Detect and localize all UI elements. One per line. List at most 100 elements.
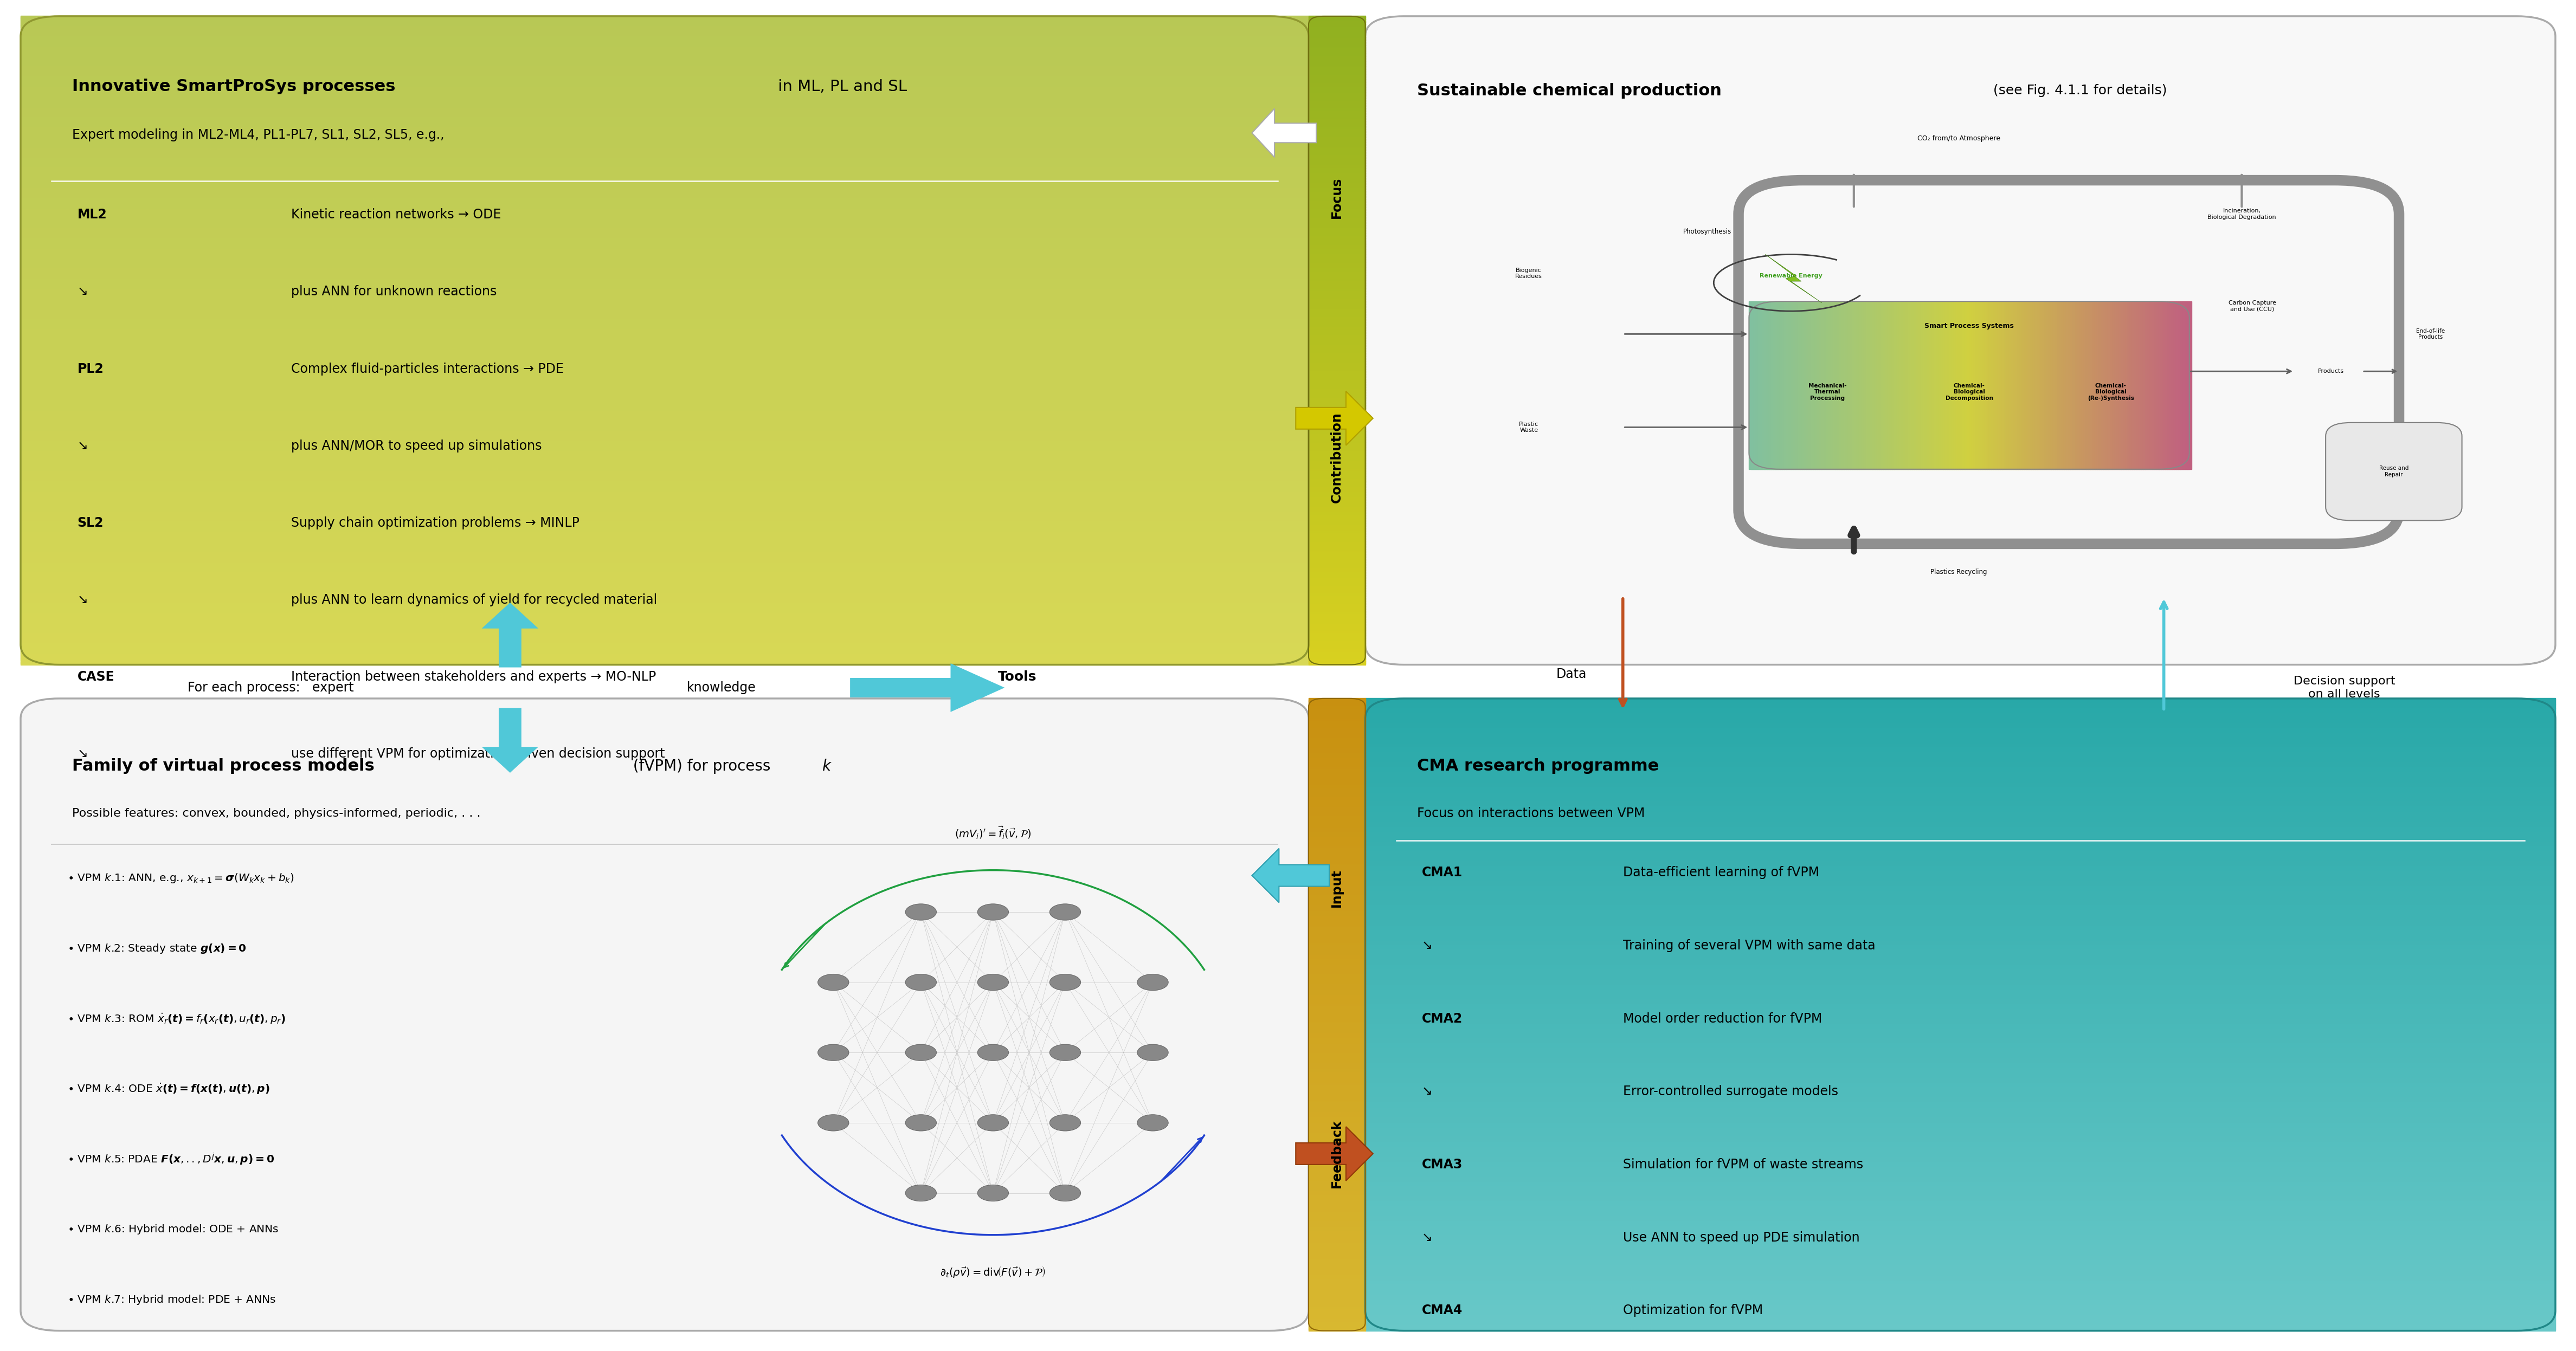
- Bar: [21, 176, 1309, 177]
- Bar: [1309, 1216, 1365, 1219]
- Bar: [21, 553, 1309, 554]
- Bar: [1309, 538, 1365, 540]
- Bar: [1309, 1212, 1365, 1213]
- Bar: [21, 86, 1309, 89]
- Bar: [1365, 739, 2555, 742]
- Bar: [1365, 867, 2555, 869]
- Bar: [1365, 890, 2555, 892]
- Bar: [1309, 82, 1365, 84]
- Bar: [1309, 1175, 1365, 1178]
- Bar: [21, 389, 1309, 390]
- Bar: [1793, 301, 1798, 469]
- Bar: [1309, 89, 1365, 91]
- Bar: [1309, 216, 1365, 219]
- Bar: [1309, 576, 1365, 577]
- Bar: [21, 407, 1309, 409]
- Bar: [21, 239, 1309, 240]
- Bar: [1924, 301, 1929, 469]
- Bar: [2166, 301, 2172, 469]
- Bar: [1309, 378, 1365, 381]
- Bar: [1309, 1017, 1365, 1020]
- Bar: [1309, 643, 1365, 646]
- Bar: [1309, 1056, 1365, 1059]
- Bar: [2079, 301, 2084, 469]
- Bar: [21, 376, 1309, 378]
- Bar: [1309, 1325, 1365, 1328]
- Bar: [21, 565, 1309, 566]
- Bar: [1309, 415, 1365, 416]
- Bar: [21, 89, 1309, 92]
- Bar: [1365, 1001, 2555, 1004]
- Bar: [1309, 1167, 1365, 1170]
- Bar: [21, 84, 1309, 86]
- Bar: [21, 582, 1309, 584]
- Bar: [21, 482, 1309, 485]
- Bar: [1309, 1204, 1365, 1206]
- Bar: [1365, 1101, 2555, 1104]
- Text: For each process:   expert: For each process: expert: [188, 681, 353, 694]
- Bar: [1365, 917, 2555, 920]
- Bar: [1365, 913, 2555, 915]
- Bar: [21, 219, 1309, 222]
- Bar: [1309, 1140, 1365, 1143]
- Bar: [21, 576, 1309, 578]
- Bar: [1965, 301, 1971, 469]
- Bar: [1365, 1019, 2555, 1021]
- Bar: [21, 49, 1309, 51]
- Bar: [2164, 301, 2169, 469]
- Bar: [1309, 1012, 1365, 1015]
- Bar: [1309, 1278, 1365, 1281]
- Bar: [1309, 240, 1365, 243]
- Bar: [21, 230, 1309, 231]
- Text: Contribution: Contribution: [1329, 412, 1345, 503]
- Bar: [1309, 273, 1365, 276]
- Bar: [1309, 1244, 1365, 1247]
- Bar: [21, 235, 1309, 236]
- Text: Focus: Focus: [1329, 177, 1345, 219]
- Bar: [21, 261, 1309, 262]
- Bar: [1309, 1174, 1365, 1175]
- Bar: [1365, 1158, 2555, 1161]
- Bar: [21, 570, 1309, 573]
- Bar: [1309, 1004, 1365, 1006]
- Bar: [1309, 509, 1365, 512]
- Bar: [1309, 450, 1365, 453]
- Bar: [1309, 432, 1365, 435]
- Bar: [21, 139, 1309, 141]
- Bar: [1309, 407, 1365, 408]
- Bar: [21, 315, 1309, 317]
- Bar: [1365, 1310, 2555, 1313]
- Bar: [1365, 1055, 2555, 1058]
- Bar: [1309, 292, 1365, 293]
- Bar: [21, 636, 1309, 639]
- Bar: [1309, 536, 1365, 538]
- Bar: [1309, 1267, 1365, 1269]
- Bar: [21, 78, 1309, 80]
- Bar: [1309, 557, 1365, 559]
- Bar: [1365, 994, 2555, 997]
- Bar: [1309, 222, 1365, 224]
- Bar: [1365, 1028, 2555, 1029]
- Bar: [21, 378, 1309, 381]
- Bar: [1309, 788, 1365, 790]
- Bar: [21, 546, 1309, 549]
- Bar: [1309, 709, 1365, 711]
- Bar: [1365, 1271, 2555, 1274]
- Bar: [21, 350, 1309, 353]
- Text: CMA4: CMA4: [1422, 1304, 1463, 1317]
- Bar: [1365, 1090, 2555, 1092]
- Bar: [21, 531, 1309, 532]
- Bar: [1309, 73, 1365, 74]
- Bar: [1309, 816, 1365, 819]
- Bar: [21, 189, 1309, 192]
- Bar: [1309, 786, 1365, 789]
- Bar: [21, 300, 1309, 301]
- Bar: [1309, 369, 1365, 372]
- Bar: [1365, 836, 2555, 838]
- Bar: [21, 111, 1309, 112]
- Bar: [1365, 877, 2555, 880]
- Bar: [21, 640, 1309, 643]
- Bar: [1309, 467, 1365, 470]
- Bar: [1309, 547, 1365, 550]
- Bar: [21, 497, 1309, 499]
